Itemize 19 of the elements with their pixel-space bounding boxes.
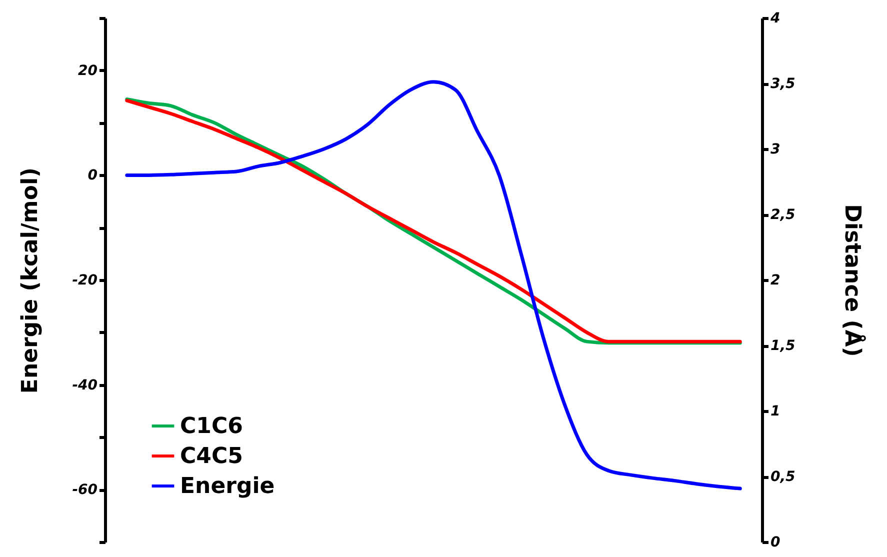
y2-tick-label: 4 bbox=[770, 10, 780, 26]
y-tick-label: -60 bbox=[72, 482, 98, 498]
y2-tick-label: 1,5 bbox=[770, 338, 796, 354]
y2-tick-label: 3,5 bbox=[770, 76, 796, 92]
y2-tick-label: 1 bbox=[770, 404, 780, 420]
y-tick-label: -20 bbox=[72, 272, 98, 288]
y-tick-label: 20 bbox=[78, 62, 98, 79]
y-axis-title: Energie (kcal/mol) bbox=[18, 167, 44, 394]
y-tick-label: 0 bbox=[88, 168, 98, 184]
y2-tick-label: 0 bbox=[770, 534, 780, 550]
y2-tick-label: 2,5 bbox=[770, 207, 796, 223]
legend-label: C4C5 bbox=[180, 444, 243, 469]
y2-axis-title: Distance (Å) bbox=[839, 204, 866, 357]
legend-label: Energie bbox=[180, 474, 275, 499]
y-tick-label: -40 bbox=[72, 377, 98, 394]
y2-tick-label: 3 bbox=[770, 142, 780, 158]
legend-label: C1C6 bbox=[180, 414, 243, 439]
y2-tick-label: 0,5 bbox=[770, 469, 796, 485]
y2-tick-label: 2 bbox=[770, 272, 780, 288]
